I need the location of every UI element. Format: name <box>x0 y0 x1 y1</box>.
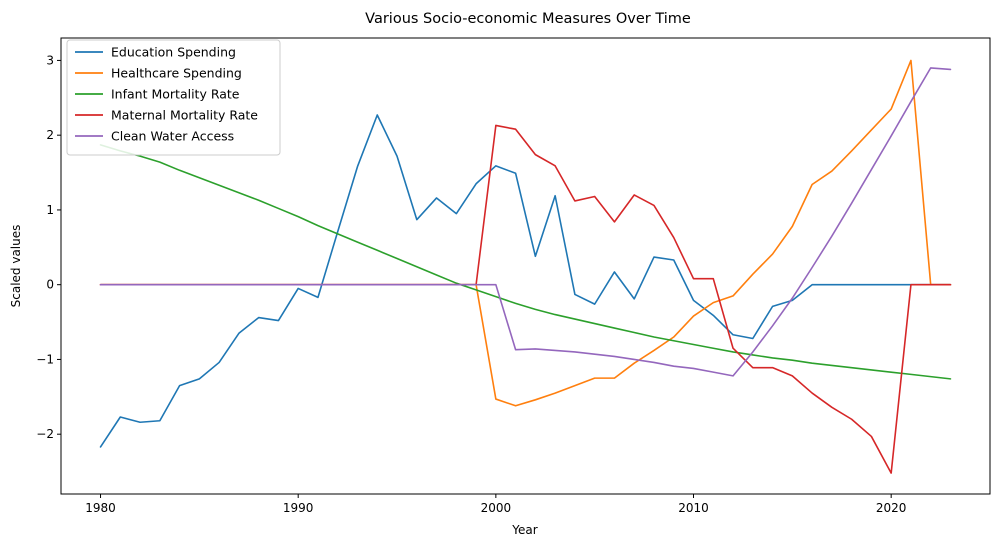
legend-entry-label: Healthcare Spending <box>111 66 242 81</box>
legend-entry-label: Maternal Mortality Rate <box>111 108 258 123</box>
plot-area <box>60 37 991 495</box>
x-axis-label: Year <box>511 523 537 537</box>
series-line-clean-water-access <box>99 67 952 377</box>
y-axis-label: Scaled values <box>9 225 23 308</box>
legend-entry-label: Education Spending <box>111 45 236 60</box>
x-tick-label: 1990 <box>283 501 314 515</box>
chart-title: Various Socio-economic Measures Over Tim… <box>365 11 691 27</box>
x-tick-label: 2000 <box>481 501 512 515</box>
series-lines <box>99 59 952 474</box>
y-axis: −2 −1 0 1 2 3 <box>36 53 61 441</box>
legend-box <box>66 39 281 156</box>
y-tick-label: −1 <box>36 352 54 366</box>
legend: Education Spending Healthcare Spending Inf… <box>66 39 281 156</box>
y-tick-label: 2 <box>46 128 54 142</box>
y-tick-label: 1 <box>46 203 54 217</box>
x-axis: 1980 1990 2000 2010 2020 <box>85 494 906 515</box>
x-tick-label: 1980 <box>85 501 116 515</box>
series-line-education-spending <box>99 114 952 448</box>
series-line-infant-mortality-rate <box>99 144 952 380</box>
y-tick-label: 3 <box>46 53 54 67</box>
x-tick-label: 2020 <box>876 501 907 515</box>
legend-entry-label: Infant Mortality Rate <box>111 87 240 102</box>
y-tick-label: 0 <box>46 278 54 292</box>
x-tick-label: 2010 <box>678 501 709 515</box>
y-tick-label: −2 <box>36 427 54 441</box>
legend-entry-label: Clean Water Access <box>111 129 234 144</box>
